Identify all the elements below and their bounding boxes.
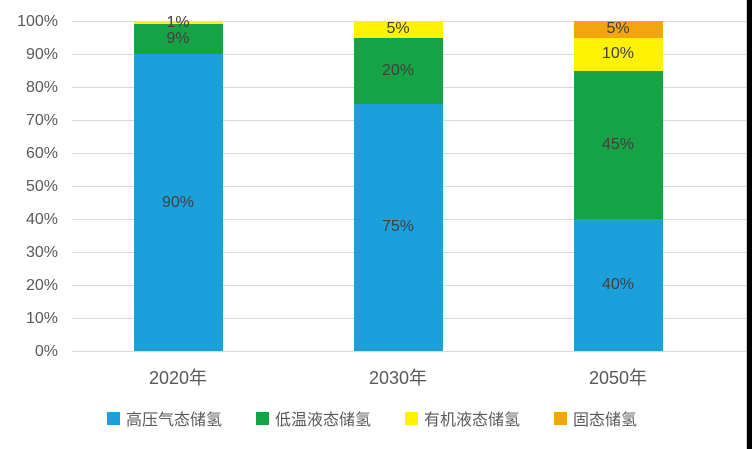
bar-data-label: 5% [606, 20, 630, 38]
bar-data-label: 5% [386, 20, 410, 38]
bar-segment: 10% [573, 37, 663, 71]
y-axis-tick-label: 30% [25, 244, 58, 261]
y-axis-tick-label: 10% [25, 310, 58, 327]
y-axis-tick-label: 20% [25, 277, 58, 294]
y-axis-tick-label: 60% [25, 145, 58, 162]
x-axis-category-label: 2030年 [368, 368, 428, 388]
legend-label: 高压气态储氢 [125, 412, 222, 429]
y-axis-tick-label: 40% [25, 211, 58, 228]
bar-segment: 90% [133, 54, 223, 351]
bar-data-label: 45% [601, 135, 635, 153]
x-axis-category-label: 2020年 [148, 368, 208, 388]
legend-item: 固态储氢 [554, 406, 637, 430]
bar-data-label: 90% [161, 193, 195, 211]
gridline [72, 351, 746, 352]
bar-data-label: 20% [381, 61, 415, 79]
y-axis-tick-label: 80% [25, 79, 58, 96]
y-axis-tick-label: 0% [34, 343, 58, 360]
bar-segment: 45% [573, 70, 663, 219]
bar-segment: 9% [133, 24, 223, 54]
y-axis-tick-label: 50% [25, 178, 58, 195]
legend: 高压气态储氢 低温液态储氢 有机液态储氢 固态储氢 [0, 406, 744, 430]
bar-segment: 40% [573, 219, 663, 351]
bar-segment: 5% [353, 20, 443, 38]
bar-segment: 20% [353, 37, 443, 104]
bar-data-label: 10% [601, 45, 635, 62]
bar-segment: 5% [573, 20, 663, 38]
y-axis-tick-label: 70% [25, 112, 58, 129]
legend-swatch-icon [255, 411, 269, 425]
legend-label: 有机液态储氢 [424, 412, 521, 429]
legend-swatch-icon [405, 411, 418, 425]
legend-label: 低温液态储氢 [274, 412, 371, 429]
legend-item: 低温液态储氢 [255, 406, 371, 430]
bar-data-label: 75% [381, 218, 415, 236]
bar-segment: 1% [133, 14, 223, 30]
bar-segment: 75% [353, 103, 443, 351]
bar-data-label: 1% [166, 13, 190, 31]
x-axis-category-label: 2050年 [588, 368, 648, 388]
screenshot-right-border [747, 0, 752, 449]
plot-area: 90% 9% 1% 75% 20% 5% 40% 45% 10% 5% [72, 14, 746, 352]
y-axis-tick-label: 100% [17, 13, 58, 30]
legend-item: 有机液态储氢 [405, 406, 520, 430]
bar-data-label: 40% [601, 276, 635, 293]
legend-item: 高压气态储氢 [106, 406, 222, 430]
legend-swatch-icon [106, 411, 120, 425]
bar-data-label: 9% [166, 30, 190, 48]
edge-divider-line [746, 0, 747, 449]
y-axis-tick-label: 90% [25, 46, 58, 63]
legend-swatch-icon [554, 411, 568, 425]
legend-label: 固态储氢 [573, 412, 638, 429]
